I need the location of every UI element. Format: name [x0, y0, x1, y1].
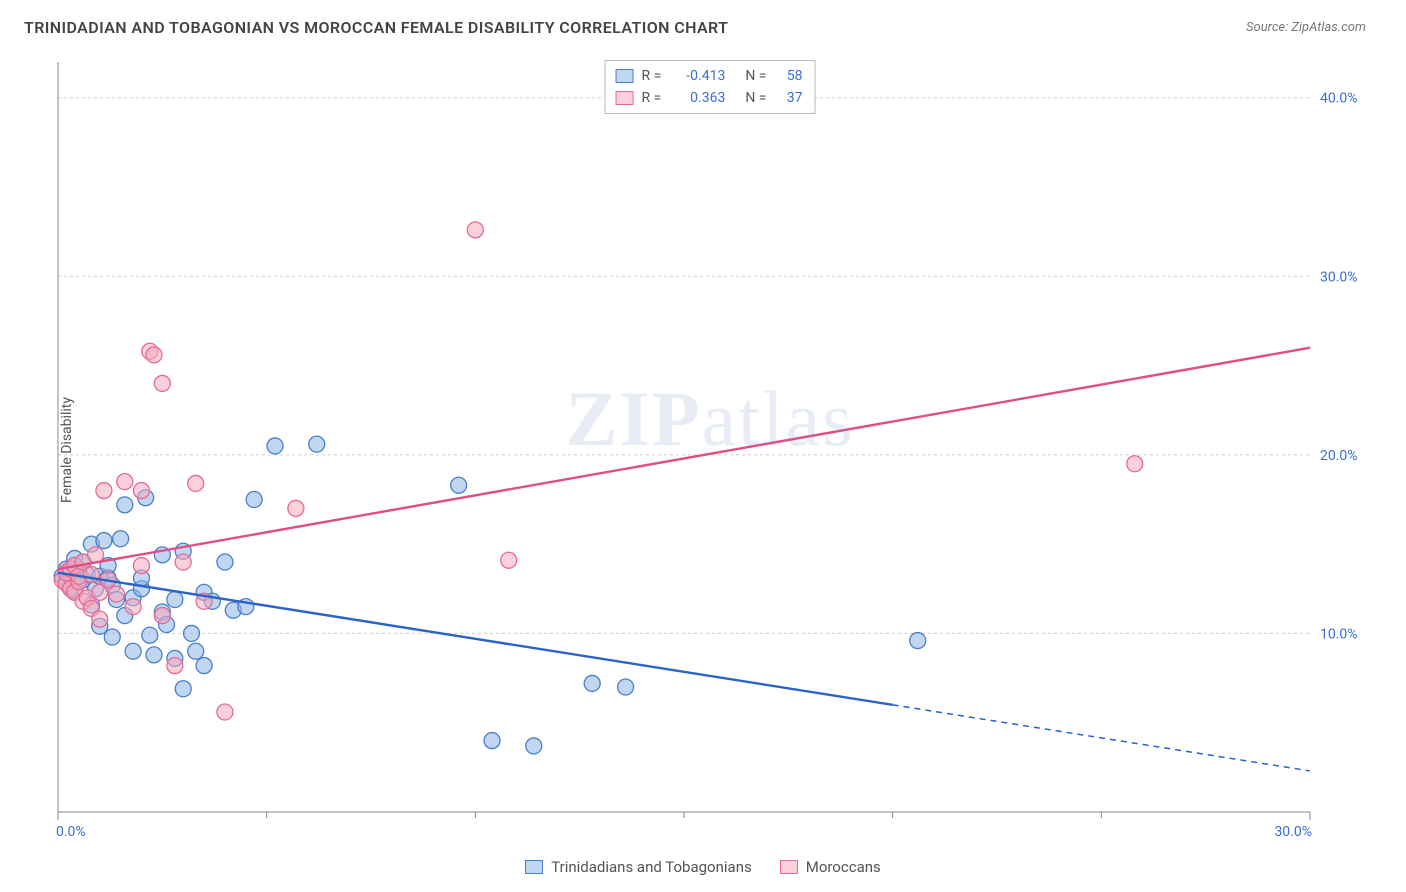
chart-title: TRINIDADIAN AND TOBAGONIAN VS MOROCCAN F… [24, 18, 728, 37]
correlation-legend: R = -0.413 N = 58 R = 0.363 N = 37 [605, 60, 816, 114]
y-tick-label: 20.0% [1320, 448, 1358, 464]
data-point [125, 599, 141, 615]
data-point [133, 558, 149, 574]
data-point [188, 643, 204, 659]
data-point [133, 483, 149, 499]
plot-area: Female Disability 10.0% 20.0% 30.0% 40.0% 0.… [50, 58, 1370, 842]
n-label: N = [745, 65, 766, 87]
data-point [142, 627, 158, 643]
data-point [154, 608, 170, 624]
trend-line [58, 348, 1310, 569]
series-legend: Trinidadians and Tobagonians Moroccans [0, 858, 1406, 876]
legend-item: Moroccans [780, 858, 881, 876]
data-point [526, 738, 542, 754]
data-point [188, 475, 204, 491]
data-point [146, 347, 162, 363]
y-tick-label: 30.0% [1320, 269, 1358, 285]
legend-row: R = 0.363 N = 37 [616, 87, 803, 109]
data-point [618, 679, 634, 695]
data-point [167, 592, 183, 608]
legend-swatch [616, 91, 634, 105]
data-point [467, 222, 483, 238]
legend-swatch [525, 860, 543, 874]
n-label: N = [745, 87, 766, 109]
n-value: 37 [774, 87, 802, 109]
legend-row: R = -0.413 N = 58 [616, 65, 803, 87]
x-tick-label: 30.0% [1274, 824, 1312, 840]
data-point [451, 477, 467, 493]
data-point [117, 474, 133, 490]
data-point [1127, 456, 1143, 472]
r-label: R = [642, 87, 662, 109]
r-label: R = [642, 65, 662, 87]
y-axis-label: Female Disability [59, 397, 75, 503]
data-point [910, 633, 926, 649]
data-point [108, 586, 124, 602]
data-point [96, 483, 112, 499]
legend-swatch [780, 860, 798, 874]
data-point [175, 554, 191, 570]
data-point [484, 733, 500, 749]
data-point [309, 436, 325, 452]
y-tick-label: 40.0% [1320, 91, 1358, 107]
data-point [184, 625, 200, 641]
legend-swatch [616, 69, 634, 83]
data-point [154, 375, 170, 391]
scatter-plot: 10.0% 20.0% 30.0% 40.0% 0.0% 30.0% [50, 58, 1370, 842]
data-point [146, 647, 162, 663]
data-point [501, 552, 517, 568]
source-attribution: Source: ZipAtlas.com [1246, 20, 1366, 35]
data-point [175, 681, 191, 697]
data-point [267, 438, 283, 454]
legend-item: Trinidadians and Tobagonians [525, 858, 751, 876]
r-value: 0.363 [669, 87, 725, 109]
data-point [217, 554, 233, 570]
data-point [104, 629, 120, 645]
data-point [125, 643, 141, 659]
data-point [96, 533, 112, 549]
n-value: 58 [774, 65, 802, 87]
trend-line-extrapolated [893, 705, 1310, 771]
data-point [288, 500, 304, 516]
data-point [246, 492, 262, 508]
data-point [113, 531, 129, 547]
y-tick-label: 10.0% [1320, 626, 1358, 642]
legend-series-name: Trinidadians and Tobagonians [551, 858, 751, 876]
data-point [117, 497, 133, 513]
data-point [196, 658, 212, 674]
x-tick-label: 0.0% [56, 824, 86, 840]
data-point [584, 675, 600, 691]
data-point [167, 658, 183, 674]
data-point [217, 704, 233, 720]
data-point [92, 611, 108, 627]
r-value: -0.413 [669, 65, 725, 87]
legend-series-name: Moroccans [806, 858, 881, 876]
